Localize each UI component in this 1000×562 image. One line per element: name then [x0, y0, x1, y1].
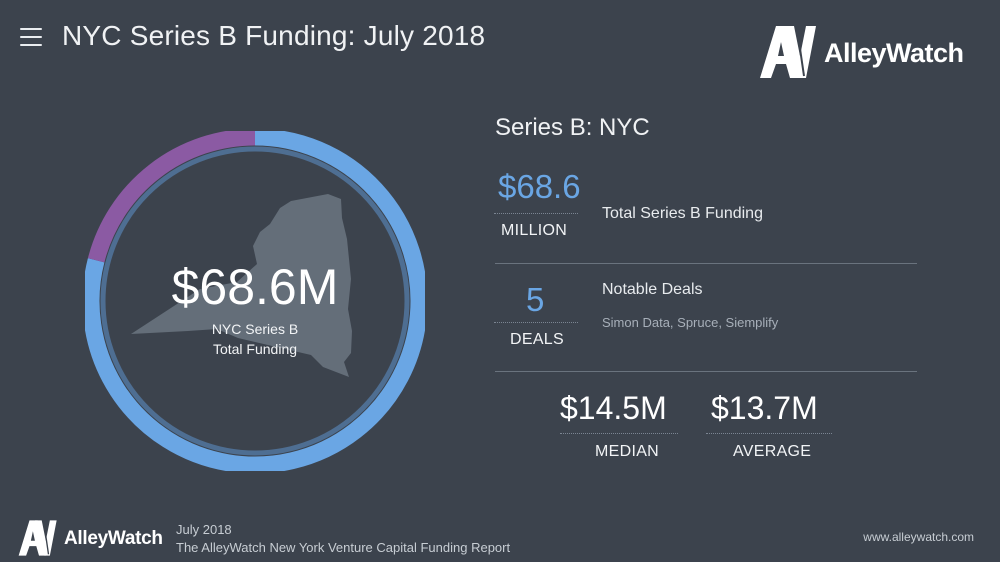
total-funding-unit: MILLION — [501, 222, 568, 239]
total-funding-label: Total Series B Funding — [602, 205, 763, 222]
donut-svg — [82, 128, 428, 474]
average-label: AVERAGE — [733, 443, 812, 460]
dotted-divider — [494, 213, 578, 214]
deals-unit: DEALS — [510, 331, 564, 348]
donut-caption-line2: Total Funding — [212, 341, 298, 357]
footer-month: July 2018 — [176, 522, 232, 537]
footer-report-title: The AlleyWatch New York Venture Capital … — [176, 540, 511, 555]
average-value: $13.7M — [711, 390, 818, 426]
footer-logo[interactable]: AlleyWatch — [18, 519, 168, 559]
deals-count-value: 5 — [526, 281, 545, 318]
brand-name: AlleyWatch — [824, 38, 964, 68]
hamburger-menu-icon[interactable] — [20, 28, 42, 48]
donut-slice-1 — [82, 128, 428, 474]
donut-center-value: $68.6M — [171, 259, 339, 315]
dotted-divider — [494, 322, 578, 323]
footer-website-link[interactable]: www.alleywatch.com — [863, 530, 974, 544]
new-york-state-map — [131, 194, 352, 377]
header: NYC Series B Funding: July 2018 AlleyWat… — [0, 0, 1000, 90]
dotted-divider — [560, 433, 678, 434]
median-value: $14.5M — [560, 390, 667, 426]
aw-logo-icon — [18, 520, 57, 556]
donut-ring — [82, 128, 428, 474]
section-title: Series B: NYC — [495, 114, 650, 141]
alleywatch-logo[interactable]: AlleyWatch — [760, 24, 980, 80]
section-divider — [495, 371, 917, 372]
section-divider — [495, 263, 917, 264]
donut-slice-2 — [87, 128, 256, 263]
footer-brand-name: AlleyWatch — [64, 528, 163, 549]
notable-deals-label: Notable Deals — [602, 281, 703, 298]
donut-caption-line1: NYC Series B — [211, 321, 299, 337]
dotted-divider — [706, 433, 832, 434]
notable-deals-companies: Simon Data, Spruce, Siemplify — [602, 315, 779, 330]
page-title: NYC Series B Funding: July 2018 — [62, 20, 486, 51]
donut-center-caption: NYC Series B Total Funding — [85, 319, 425, 359]
total-funding-value: $68.6 — [498, 168, 581, 205]
aw-logo-icon — [760, 26, 816, 78]
funding-donut-chart: $68.6M NYC Series B Total Funding — [82, 128, 428, 474]
median-label: MEDIAN — [595, 443, 660, 460]
